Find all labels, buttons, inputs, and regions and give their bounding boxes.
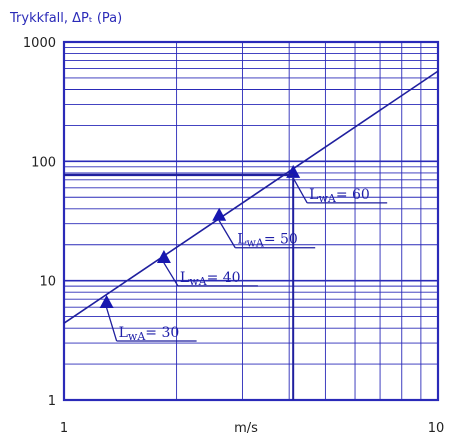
y-tick-label: 10 — [39, 275, 56, 290]
marker-triangle — [212, 207, 227, 221]
marker-triangle — [99, 294, 114, 308]
x-tick-label: 10 — [428, 421, 445, 436]
marker-label: LwA= 60 — [309, 187, 370, 205]
series-line — [63, 70, 439, 324]
marker-triangle — [156, 249, 171, 263]
tick-labels: 1 10 100 1000 1 10 — [23, 36, 444, 436]
y-tick-label: 1000 — [23, 36, 56, 51]
y-tick-label: 1 — [48, 394, 56, 409]
marker-label: LwA= 30 — [119, 325, 180, 343]
leader-line — [163, 262, 179, 287]
leader-line — [218, 220, 236, 249]
y-tick-label: 100 — [31, 155, 56, 170]
leader-line — [292, 177, 308, 204]
x-axis-title: m/s — [234, 421, 258, 436]
marker-label: LwA= 40 — [180, 270, 241, 288]
grid — [62, 40, 440, 402]
plot-frame — [62, 40, 440, 402]
leader-line — [105, 307, 118, 342]
y-axis-title: Trykkfall, ΔPₜ (Pa) — [9, 11, 122, 26]
marker-label: LwA= 50 — [237, 232, 298, 250]
series-layer — [63, 70, 439, 324]
x-tick-label: 1 — [60, 421, 68, 436]
marker-layer: LwA= 30 LwA= 40 LwA= 50 LwA= 60 — [64, 164, 388, 400]
